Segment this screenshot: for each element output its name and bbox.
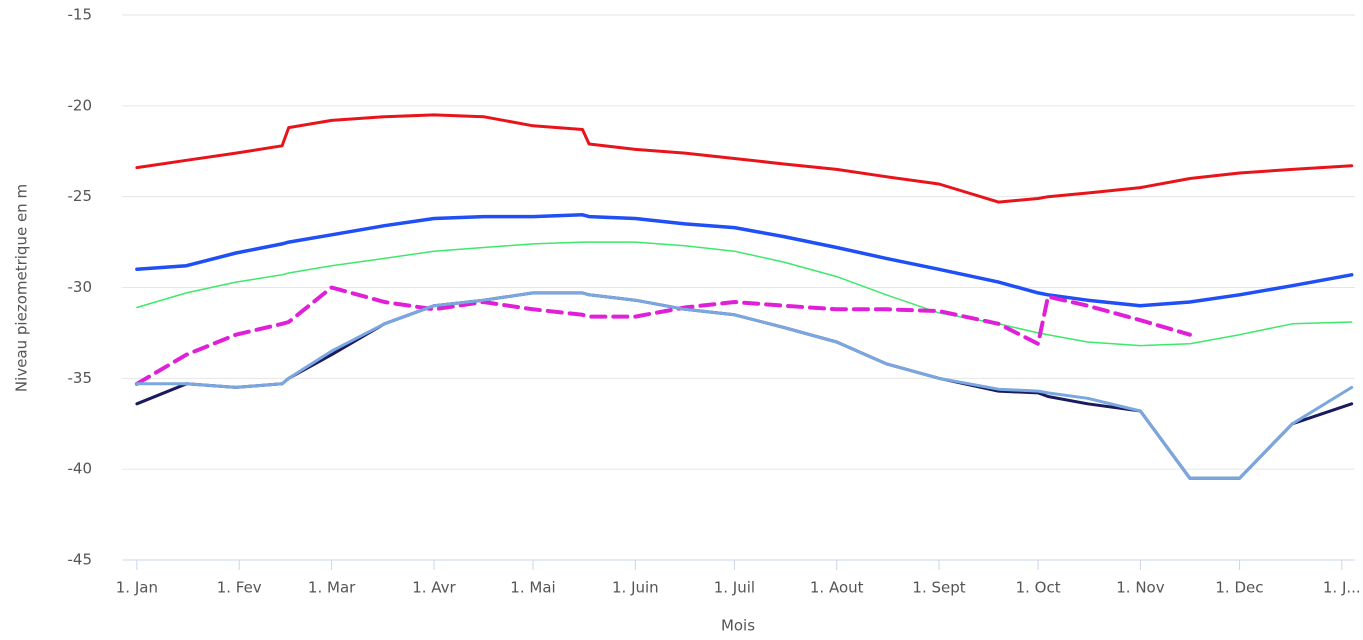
series-line: [136, 241, 1353, 347]
x-tick-label: 1. Aout: [810, 579, 864, 597]
x-axis-title: Mois: [721, 617, 755, 635]
x-tick-label: 1. J...: [1323, 579, 1361, 597]
x-tick-label: 1. Mar: [308, 579, 356, 597]
x-tick-label: 1. Juil: [714, 579, 755, 597]
x-tick-label: 1. Avr: [412, 579, 456, 597]
x-tick-label: 1. Mai: [510, 579, 555, 597]
series-line: [134, 285, 1192, 386]
y-tick-label: -40: [68, 460, 93, 478]
series-line: [135, 213, 1354, 308]
series-line: [135, 291, 1354, 480]
x-tick-label: 1. Dec: [1215, 579, 1263, 597]
x-tick-label: 1. Sept: [912, 579, 965, 597]
x-tick-label: 1. Juin: [612, 579, 659, 597]
y-tick-label: -15: [68, 6, 93, 24]
y-tick-label: -25: [68, 187, 93, 205]
x-tick-label: 1. Oct: [1016, 579, 1061, 597]
y-tick-label: -30: [68, 278, 93, 296]
x-tick-label: 1. Fev: [217, 579, 262, 597]
y-axis-title: Niveau piezometrique en m: [13, 184, 31, 392]
x-tick-label: 1. Nov: [1116, 579, 1164, 597]
x-tick-label: 1. Jan: [116, 579, 158, 597]
y-tick-label: -35: [68, 369, 93, 387]
series-line: [135, 113, 1354, 204]
y-tick-label: -45: [68, 551, 93, 569]
y-tick-label: -20: [68, 96, 93, 114]
